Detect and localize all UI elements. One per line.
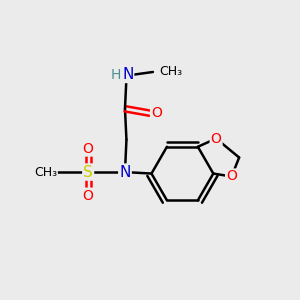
Text: O: O: [83, 189, 94, 202]
Text: S: S: [83, 165, 93, 180]
Text: O: O: [211, 131, 221, 146]
Text: O: O: [226, 169, 237, 184]
Text: O: O: [151, 106, 162, 120]
Text: CH₃: CH₃: [159, 65, 182, 79]
Text: CH₃: CH₃: [34, 166, 57, 178]
Text: H: H: [111, 68, 121, 82]
Text: O: O: [83, 142, 94, 155]
Text: N: N: [119, 165, 131, 180]
Text: N: N: [122, 68, 134, 82]
